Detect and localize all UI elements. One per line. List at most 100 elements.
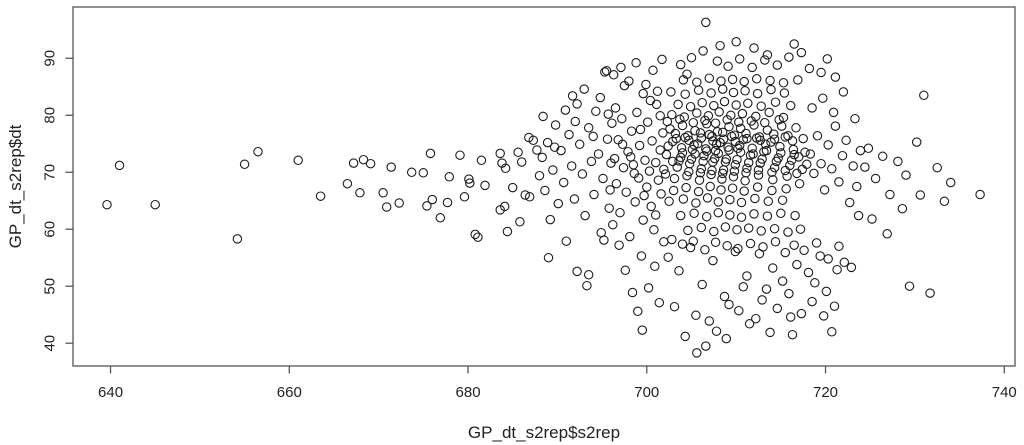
data-point: [114, 160, 125, 171]
data-point: [617, 139, 628, 150]
data-point: [781, 184, 791, 194]
data-point: [239, 159, 250, 170]
data-point: [495, 148, 505, 159]
data-point: [828, 107, 839, 118]
data-point: [796, 47, 807, 58]
data-point: [844, 197, 855, 208]
data-point: [682, 69, 692, 79]
data-point: [778, 78, 789, 88]
data-point: [792, 259, 802, 270]
data-point: [742, 271, 752, 281]
data-point: [634, 140, 645, 151]
data-point: [728, 87, 739, 98]
data-point: [697, 279, 707, 290]
data-point: [630, 197, 640, 207]
data-point: [442, 197, 453, 208]
data-point: [705, 181, 715, 192]
data-point: [669, 301, 680, 312]
data-point: [762, 211, 773, 221]
data-point: [572, 99, 582, 109]
data-point: [524, 192, 535, 202]
data-point: [809, 168, 819, 179]
data-point: [752, 88, 763, 99]
data-point: [745, 238, 756, 249]
data-point: [753, 170, 764, 180]
data-point: [711, 139, 722, 150]
y-tick-label: 50: [41, 278, 58, 295]
data-point: [764, 107, 774, 118]
data-point: [798, 133, 808, 144]
data-point: [642, 182, 652, 192]
data-point: [684, 135, 694, 146]
data-point: [772, 303, 783, 314]
x-tick-label: 680: [456, 384, 481, 401]
x-tick-label: 660: [277, 384, 302, 401]
data-point: [802, 159, 812, 170]
data-point: [744, 319, 755, 329]
data-point: [697, 97, 707, 108]
data-point: [701, 211, 712, 222]
data-point: [540, 185, 550, 196]
data-points-layer: [102, 17, 985, 358]
data-point: [823, 140, 833, 150]
data-point: [770, 97, 781, 107]
data-point: [711, 326, 722, 336]
data-point: [819, 185, 830, 195]
data-point: [550, 120, 561, 130]
data-point: [602, 134, 613, 144]
data-point: [800, 147, 810, 158]
data-point: [724, 299, 734, 310]
data-point: [734, 54, 745, 64]
data-point: [614, 240, 624, 250]
data-point: [768, 129, 779, 139]
data-point: [604, 203, 614, 213]
data-point: [589, 189, 599, 200]
data-point: [653, 175, 664, 185]
data-point: [755, 135, 766, 146]
data-point: [645, 95, 656, 106]
data-point: [499, 201, 510, 212]
data-point: [692, 348, 702, 358]
data-point: [591, 106, 601, 117]
data-point: [827, 327, 837, 337]
data-point: [534, 170, 545, 181]
data-point: [811, 238, 822, 248]
data-point: [695, 128, 706, 138]
data-point: [700, 245, 710, 255]
data-point: [680, 89, 690, 99]
data-point: [708, 136, 718, 146]
data-point: [688, 236, 699, 246]
data-point: [850, 113, 860, 124]
data-point: [717, 168, 728, 179]
data-point: [841, 135, 851, 146]
data-point: [769, 134, 780, 144]
data-point: [583, 270, 594, 280]
data-point: [652, 86, 663, 97]
data-point: [595, 92, 606, 103]
data-point: [722, 241, 732, 251]
data-point: [520, 190, 530, 200]
data-point: [542, 137, 553, 148]
data-point: [767, 167, 777, 178]
data-point: [785, 312, 796, 322]
data-point: [574, 139, 585, 150]
data-point: [683, 225, 693, 236]
y-tick-label: 60: [41, 221, 58, 238]
data-point: [720, 157, 731, 167]
data-point: [701, 146, 712, 156]
data-point: [870, 173, 881, 184]
data-point: [775, 141, 785, 152]
data-point: [470, 229, 480, 240]
data-point: [731, 100, 741, 110]
data-point: [701, 341, 711, 351]
data-point: [677, 148, 688, 158]
data-point: [752, 182, 763, 192]
data-point: [709, 226, 719, 237]
data-point: [662, 116, 673, 127]
data-point: [561, 236, 572, 246]
data-point: [673, 99, 683, 110]
data-point: [794, 178, 805, 189]
data-point: [827, 164, 837, 174]
data-point: [816, 67, 826, 78]
